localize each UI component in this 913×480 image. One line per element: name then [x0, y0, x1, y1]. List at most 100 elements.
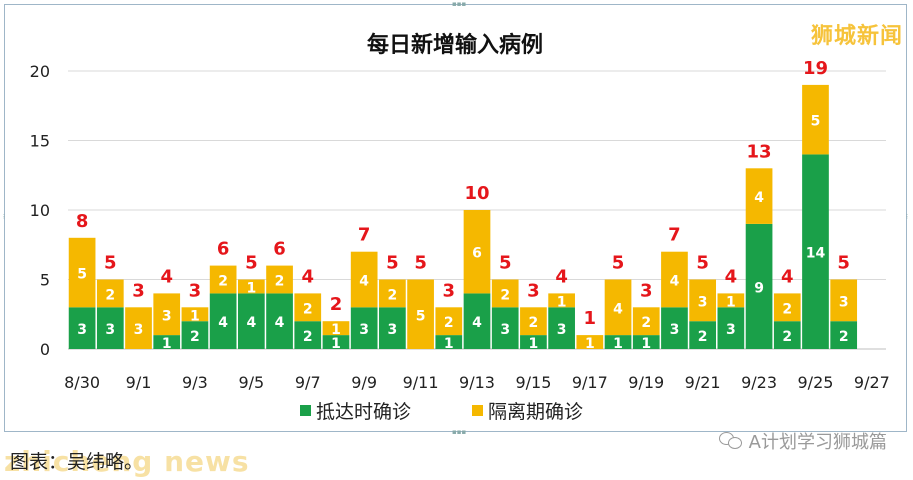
bar-quarantine-9/5 — [237, 279, 265, 294]
data-label-arrival: 3 — [670, 322, 680, 338]
bar-quarantine-9/24 — [773, 293, 801, 322]
bar-arrival-9/2 — [153, 335, 181, 349]
data-label-quarantine: 1 — [331, 322, 341, 338]
brand-watermark: 狮城新闻 — [810, 24, 903, 49]
wechat-icon — [718, 432, 743, 450]
bar-quarantine-9/22 — [717, 293, 745, 308]
resize-handle-left[interactable]: ⁝ — [2, 213, 6, 221]
bar-arrival-9/25 — [802, 154, 829, 349]
x-tick-label: 9/25 — [798, 373, 834, 392]
data-label-total: 3 — [527, 280, 540, 301]
bar-quarantine-9/7 — [294, 293, 322, 322]
data-label-arrival: 3 — [557, 322, 567, 338]
bar-quarantine-9/3 — [181, 307, 209, 322]
x-tick-label: 9/27 — [854, 373, 890, 392]
bar-quarantine-8/30 — [68, 237, 96, 308]
data-label-quarantine: 3 — [698, 294, 708, 310]
bar-quarantine-9/11 — [407, 279, 434, 349]
x-tick-label: 9/21 — [685, 373, 721, 392]
bar-quarantine-9/6 — [266, 265, 293, 294]
x-tick-label: 9/23 — [741, 373, 777, 392]
resize-handle-bottom[interactable]: ▪▪▪ — [452, 428, 467, 436]
bar-arrival-9/4 — [209, 293, 237, 349]
data-label-quarantine: 5 — [77, 267, 87, 283]
bar-arrival-8/31 — [96, 307, 124, 349]
legend-label: 抵达时确诊 — [316, 401, 411, 423]
data-label-quarantine: 2 — [444, 315, 454, 331]
data-label-quarantine: 6 — [472, 246, 482, 262]
data-label-total: 3 — [189, 280, 202, 301]
data-label-arrival: 14 — [806, 246, 826, 262]
bar-arrival-9/18 — [604, 335, 632, 349]
data-label-total: 7 — [358, 225, 371, 246]
data-label-quarantine: 2 — [529, 315, 539, 331]
data-label-arrival: 4 — [275, 315, 285, 331]
y-tick-label: 0 — [40, 340, 50, 359]
data-label-arrival: 2 — [698, 329, 708, 345]
wechat-attribution: A计划学习狮城篇 — [718, 428, 887, 454]
resize-handle-top[interactable]: ▪▪▪ — [452, 0, 467, 8]
chart-title: 每日新增输入病例 — [367, 32, 543, 58]
data-label-total: 1 — [584, 308, 597, 329]
data-label-arrival: 2 — [782, 329, 792, 345]
data-label-total: 5 — [612, 253, 625, 274]
bar-arrival-9/20 — [661, 307, 688, 349]
data-label-total: 3 — [640, 280, 653, 301]
data-label-quarantine: 3 — [839, 294, 849, 310]
y-tick-label: 5 — [40, 271, 50, 290]
wechat-account-name: A计划学习狮城篇 — [748, 432, 887, 453]
data-label-quarantine: 1 — [190, 308, 200, 324]
x-tick-label: 9/13 — [459, 373, 495, 392]
x-tick-label: 9/7 — [295, 373, 321, 392]
bar-arrival-9/12 — [435, 335, 463, 349]
data-label-arrival: 1 — [162, 336, 172, 352]
bar-arrival-9/16 — [548, 307, 575, 349]
bar-quarantine-9/8 — [322, 321, 350, 336]
data-label-quarantine: 2 — [275, 274, 285, 290]
data-label-quarantine: 1 — [585, 336, 595, 352]
data-label-quarantine: 3 — [134, 322, 144, 338]
bar-quarantine-9/13 — [463, 210, 491, 294]
bar-arrival-9/24 — [773, 321, 801, 349]
data-label-arrival: 2 — [303, 329, 313, 345]
bar-quarantine-9/21 — [689, 279, 717, 322]
bar-arrival-9/9 — [350, 307, 378, 349]
x-tick-label: 9/5 — [238, 373, 264, 392]
data-label-total: 5 — [104, 253, 117, 274]
resize-handle-right[interactable]: ⁝ — [905, 213, 909, 221]
data-label-quarantine: 5 — [416, 308, 426, 324]
data-label-quarantine: 2 — [388, 287, 398, 303]
data-label-total: 13 — [747, 141, 772, 162]
bar-quarantine-9/20 — [661, 251, 688, 308]
data-label-total: 8 — [76, 211, 89, 232]
bar-quarantine-9/23 — [745, 168, 773, 224]
data-label-quarantine: 4 — [754, 190, 764, 206]
bar-quarantine-9/10 — [379, 279, 406, 308]
data-label-total: 5 — [499, 253, 512, 274]
bar-arrival-9/26 — [830, 321, 858, 349]
x-tick-label: 9/17 — [572, 373, 608, 392]
bar-quarantine-9/4 — [209, 265, 237, 294]
data-label-arrival: 1 — [613, 336, 623, 352]
data-label-total: 7 — [668, 225, 681, 246]
data-label-total: 3 — [132, 280, 145, 301]
bar-quarantine-8/31 — [96, 279, 124, 308]
bar-quarantine-9/25 — [802, 84, 829, 155]
data-label-total: 5 — [696, 253, 709, 274]
bar-arrival-9/19 — [632, 335, 660, 349]
bar-arrival-9/10 — [379, 307, 406, 349]
bar-arrival-9/23 — [745, 223, 773, 349]
data-label-quarantine: 2 — [218, 274, 228, 290]
bar-quarantine-9/15 — [520, 307, 547, 336]
data-label-quarantine: 2 — [303, 301, 313, 317]
bar-quarantine-9/16 — [548, 293, 575, 308]
x-tick-label: 8/30 — [64, 373, 100, 392]
data-label-quarantine: 5 — [811, 114, 821, 130]
data-label-total: 2 — [330, 294, 343, 315]
data-label-quarantine: 2 — [641, 315, 651, 331]
data-label-arrival: 3 — [500, 322, 510, 338]
bar-quarantine-9/17 — [576, 335, 604, 349]
bar-quarantine-9/26 — [830, 279, 858, 322]
data-label-total: 10 — [464, 183, 489, 204]
